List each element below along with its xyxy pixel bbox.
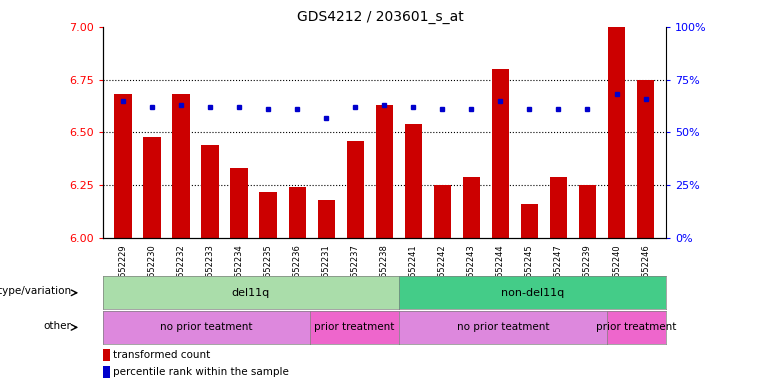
Bar xyxy=(463,177,480,238)
Bar xyxy=(103,366,110,379)
Bar xyxy=(405,124,422,238)
Text: genotype/variation: genotype/variation xyxy=(0,286,72,296)
Bar xyxy=(103,349,110,361)
Bar xyxy=(288,187,306,238)
Bar xyxy=(143,137,161,238)
Bar xyxy=(579,185,596,238)
Bar xyxy=(346,141,364,238)
Bar xyxy=(434,185,451,238)
Text: prior treatment: prior treatment xyxy=(314,322,395,333)
Text: transformed count: transformed count xyxy=(113,350,210,360)
Bar xyxy=(376,105,393,238)
Text: other: other xyxy=(43,321,72,331)
Text: non-del11q: non-del11q xyxy=(501,288,564,298)
Bar xyxy=(231,168,248,238)
Bar xyxy=(260,192,277,238)
Text: prior treatment: prior treatment xyxy=(596,322,677,333)
Text: del11q: del11q xyxy=(232,288,270,298)
Bar xyxy=(317,200,335,238)
Text: percentile rank within the sample: percentile rank within the sample xyxy=(113,367,288,377)
Bar xyxy=(173,94,189,238)
Bar xyxy=(637,79,654,238)
Bar xyxy=(608,27,626,238)
Bar xyxy=(521,204,538,238)
Text: no prior teatment: no prior teatment xyxy=(161,322,253,333)
Bar xyxy=(114,94,132,238)
Bar xyxy=(492,69,509,238)
Text: no prior teatment: no prior teatment xyxy=(457,322,549,333)
Bar xyxy=(549,177,567,238)
Text: GDS4212 / 203601_s_at: GDS4212 / 203601_s_at xyxy=(297,10,464,23)
Bar xyxy=(202,145,219,238)
